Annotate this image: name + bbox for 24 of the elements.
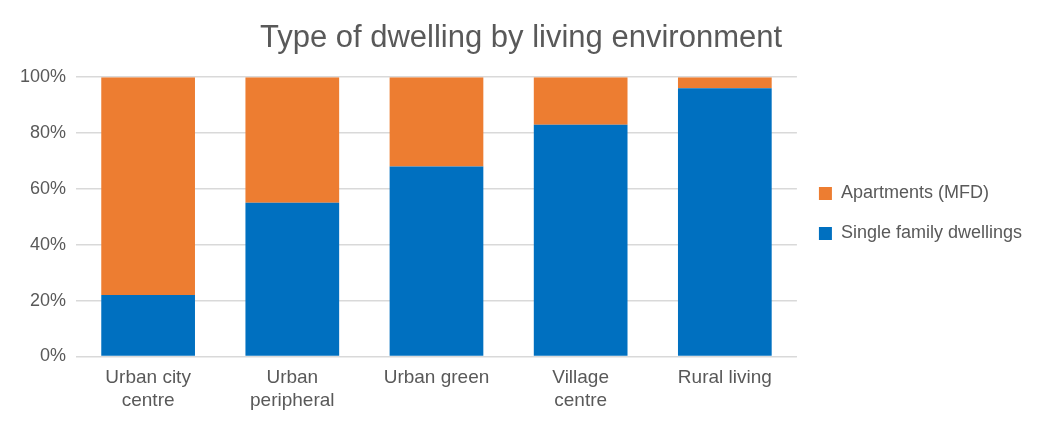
x-tick-label: Village centre [552,366,610,410]
bar [389,77,484,167]
bar [245,202,340,356]
bar [677,88,772,356]
x-tick-label: Urban green [383,366,490,388]
x-tick-label: Rural living [677,366,772,388]
bar [677,77,772,89]
y-tick-label: 0% [40,345,67,366]
y-tick-label: 40% [30,233,67,254]
bar [389,166,484,356]
bar [245,77,340,203]
chart-title: Type of dwelling by living environment [259,19,783,55]
bar [101,294,195,356]
y-tick-label: 100% [19,66,67,87]
y-tick-label: 80% [30,122,67,143]
y-tick-label: 60% [30,177,67,198]
legend-label: Apartments (MFD) [840,182,989,203]
bar [533,124,628,356]
legend-label: Single family dwellings [840,222,1023,243]
x-tick-label: Urban city centre [105,366,192,410]
bar [533,77,628,125]
y-tick-label: 20% [30,289,67,310]
x-tick-label: Urban peripheral [250,366,335,410]
bar [101,77,195,295]
